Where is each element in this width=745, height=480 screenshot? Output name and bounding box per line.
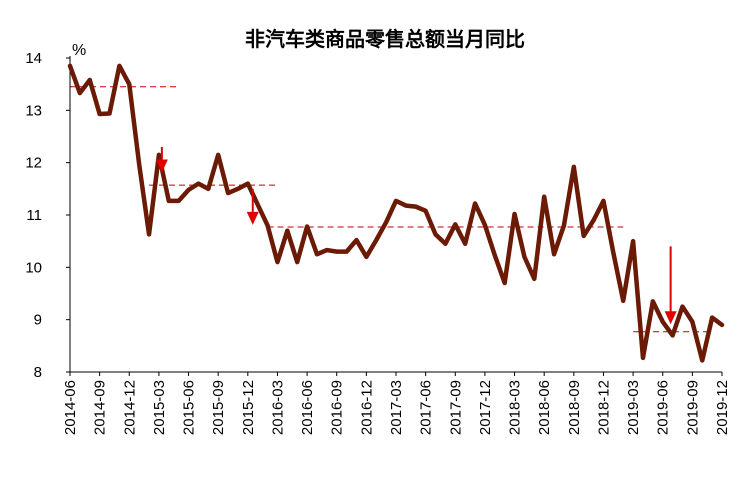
x-tick-label: 2018-03 bbox=[507, 380, 524, 435]
chart-title: 非汽车类商品零售总额当月同比 bbox=[245, 27, 525, 51]
x-tick-label: 2014-09 bbox=[92, 380, 109, 435]
x-tick-label: 2017-09 bbox=[447, 380, 464, 435]
arrows-group bbox=[155, 146, 677, 325]
x-tick-label: 2019-09 bbox=[684, 380, 701, 435]
x-tick-label: 2015-03 bbox=[151, 380, 168, 435]
x-tick-label: 2015-06 bbox=[181, 380, 198, 435]
x-tick-label: 2019-06 bbox=[655, 380, 672, 435]
x-tick-label: 2014-06 bbox=[62, 380, 79, 435]
x-tick-label: 2018-12 bbox=[595, 380, 612, 435]
x-tick-label: 2015-12 bbox=[240, 380, 257, 435]
y-tick-label: 8 bbox=[34, 364, 42, 381]
x-tick-label: 2015-09 bbox=[210, 380, 227, 435]
x-tick-label: 2016-09 bbox=[329, 380, 346, 435]
x-tick-label: 2016-03 bbox=[269, 380, 286, 435]
y-tick-label: 11 bbox=[26, 207, 42, 224]
y-tick-label: 10 bbox=[25, 259, 42, 276]
x-tick-label: 2018-06 bbox=[536, 380, 553, 435]
x-tick-label: 2016-06 bbox=[299, 380, 316, 435]
x-tick-labels: 2014-06 2014-09 2014-12 2015-03 2015-06 2015-… bbox=[62, 380, 731, 435]
x-tick-label: 2019-03 bbox=[625, 380, 642, 435]
y-tick-label: 14 bbox=[25, 50, 42, 67]
arrow-head bbox=[246, 211, 259, 225]
axes bbox=[66, 56, 723, 376]
y-unit-label: % bbox=[72, 42, 86, 59]
x-tick-label: 2016-12 bbox=[358, 380, 375, 435]
y-tick-label: 9 bbox=[34, 312, 42, 329]
arrow-head bbox=[155, 159, 168, 173]
series-group bbox=[67, 63, 725, 363]
y-tick-label: 12 bbox=[25, 155, 42, 172]
y-tick-label: 13 bbox=[25, 102, 42, 119]
x-tick-label: 2019-12 bbox=[714, 380, 731, 435]
series-line bbox=[67, 63, 725, 363]
x-tick-label: 2018-09 bbox=[566, 380, 583, 435]
x-tick-label: 2014-12 bbox=[121, 380, 138, 435]
x-tick-label: 2017-03 bbox=[388, 380, 405, 435]
y-tick-labels: 8 9 10 11 12 13 14 bbox=[25, 50, 42, 381]
arrow-head bbox=[664, 311, 677, 325]
x-tick-label: 2017-06 bbox=[418, 380, 435, 435]
x-tick-label: 2017-12 bbox=[477, 380, 494, 435]
